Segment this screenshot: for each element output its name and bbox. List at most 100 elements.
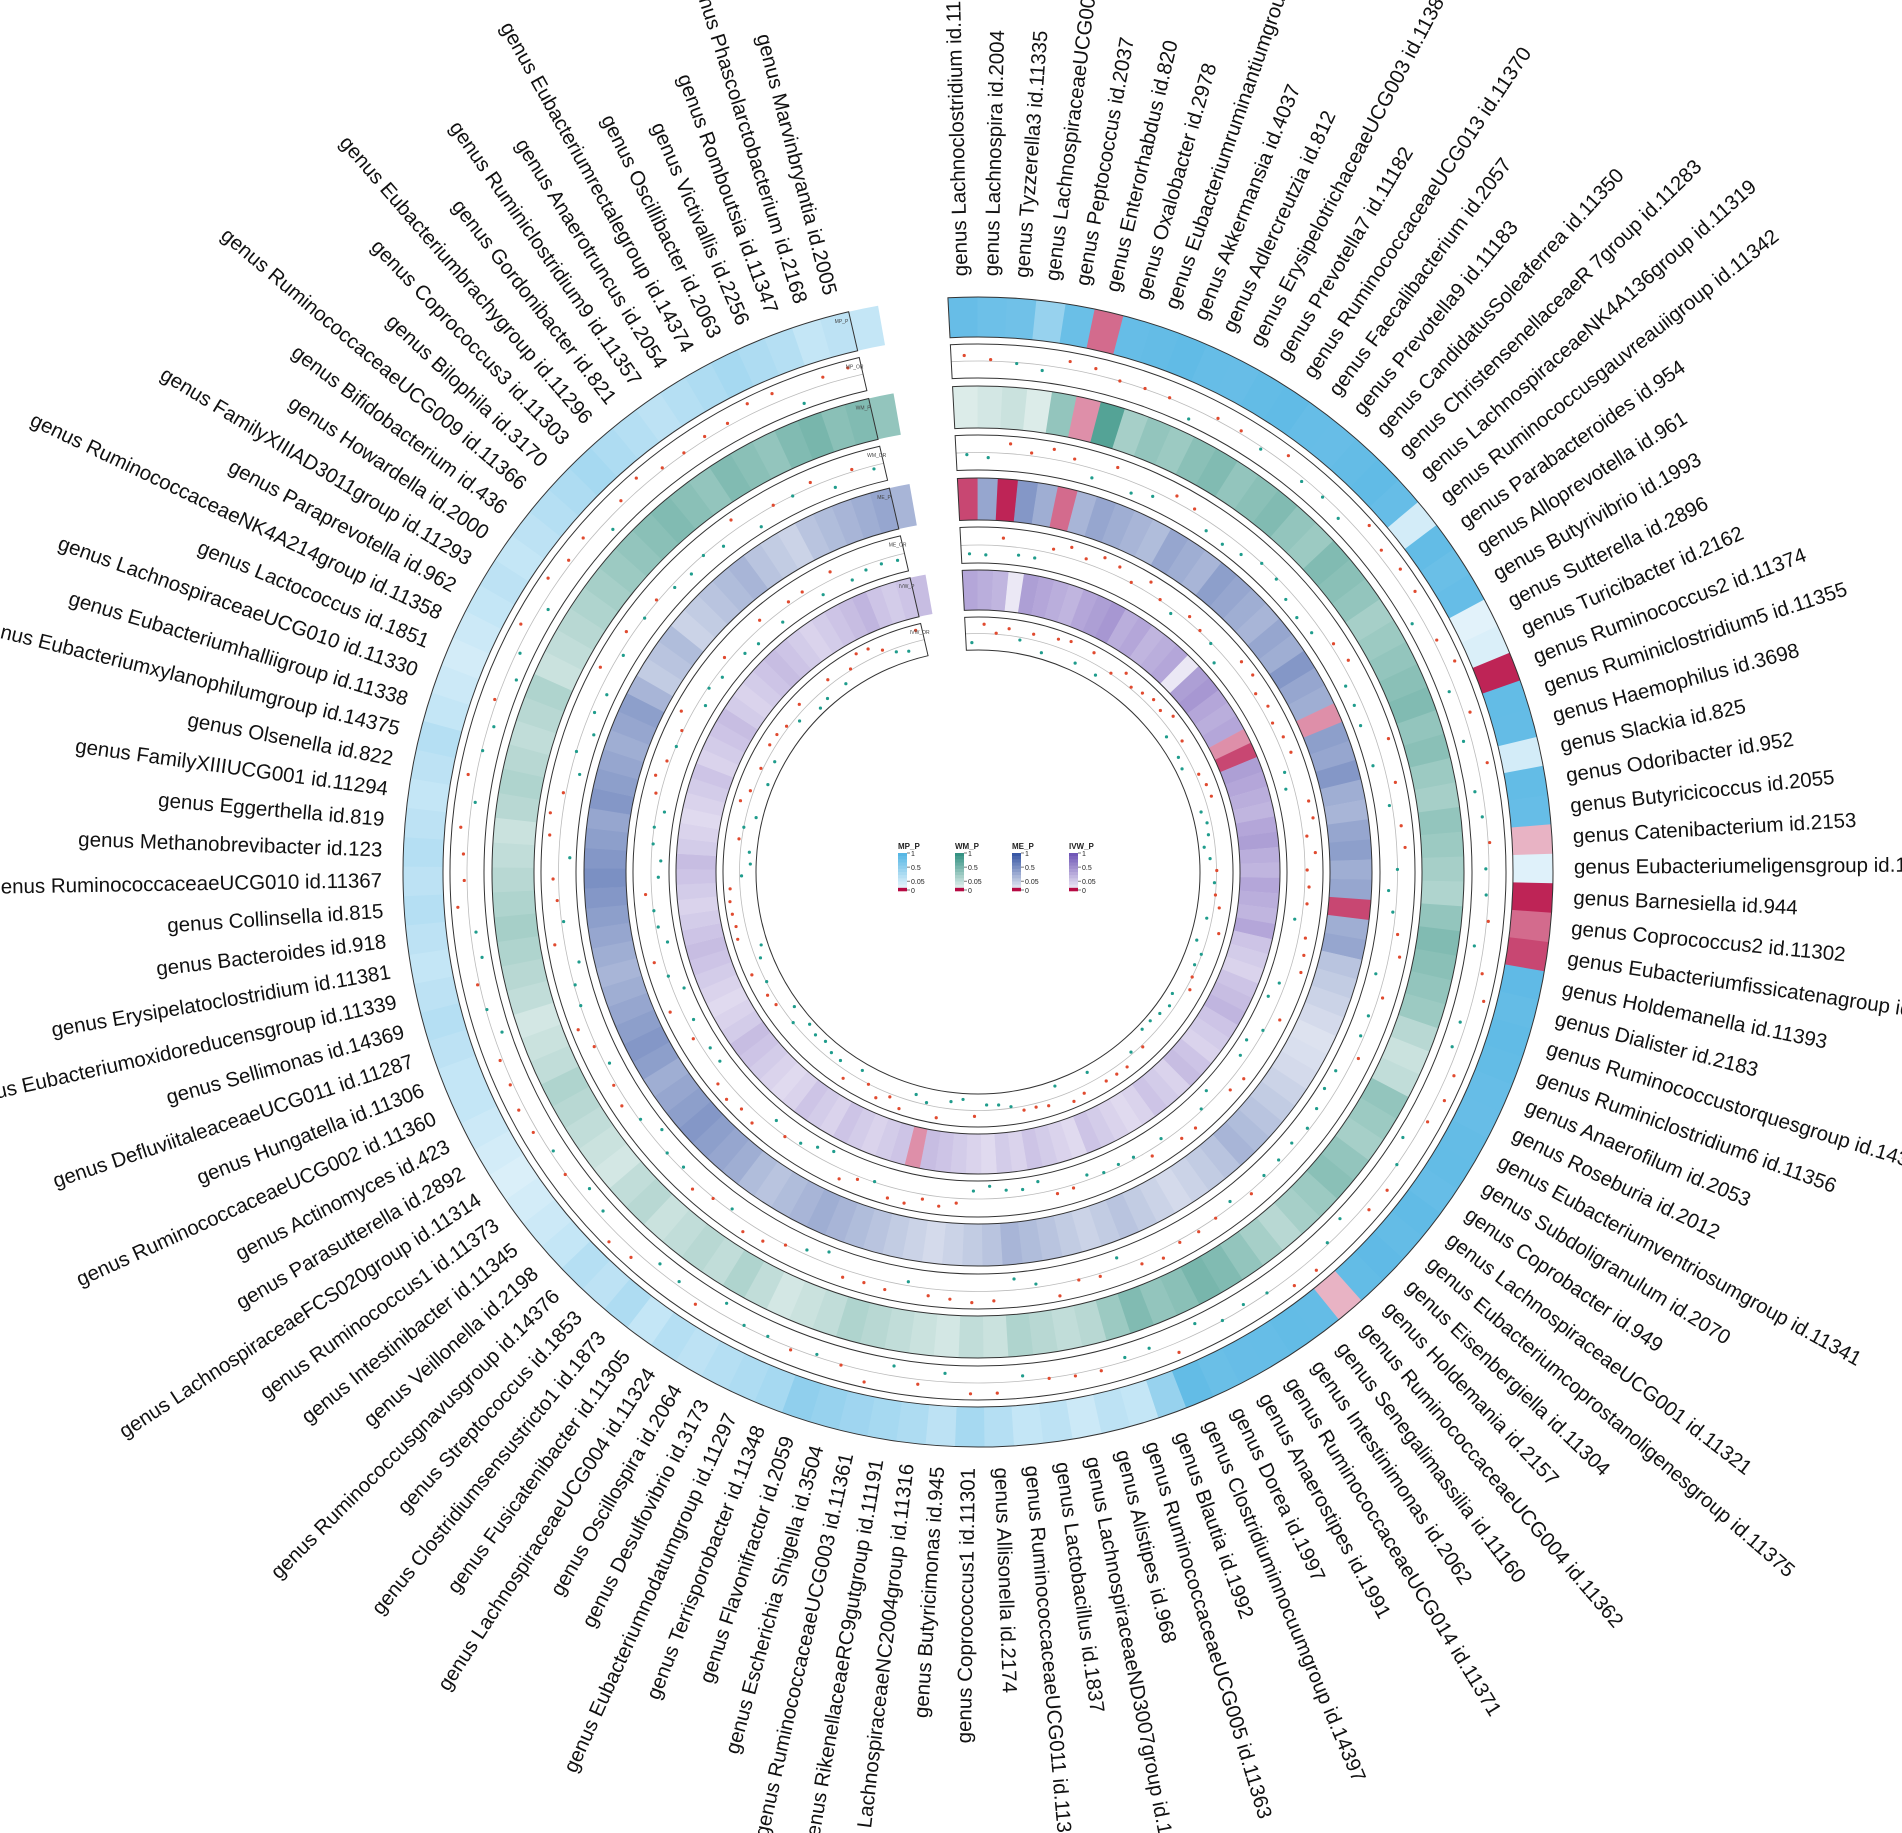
or-point: [914, 1092, 918, 1097]
or-point: [759, 766, 763, 770]
legend-swatch: [955, 868, 964, 873]
legend-swatch: [898, 859, 907, 863]
heat-cell: [965, 1133, 982, 1175]
or-point: [1283, 770, 1287, 774]
or-point: [638, 1117, 643, 1121]
or-point: [651, 842, 655, 846]
or-point: [1216, 416, 1220, 420]
genus-label: genus Collinsella id.815: [166, 900, 384, 938]
or-point: [693, 1302, 697, 1306]
or-point: [1115, 1072, 1119, 1076]
or-point: [892, 1364, 896, 1368]
heat-cell: [1237, 831, 1279, 851]
track-outline: [449, 343, 1507, 1401]
heat-cell: [1357, 619, 1407, 662]
or-point: [1199, 1107, 1203, 1111]
or-point: [728, 887, 732, 891]
heat-cell: [1281, 1035, 1328, 1073]
or-point: [1197, 772, 1201, 776]
or-point: [1159, 1137, 1163, 1141]
legend-swatch: [898, 878, 907, 882]
heat-cell: [1230, 930, 1273, 955]
or-point: [690, 1187, 695, 1191]
heat-cell: [1415, 926, 1461, 957]
or-point: [1150, 1154, 1154, 1158]
heat-cell: [548, 467, 598, 517]
legend-swatch: [1069, 887, 1078, 892]
legend-tick-label: 0.5: [968, 865, 978, 872]
genus-label: genus Butyricimonas id.945: [910, 1466, 949, 1719]
heat-cell: [999, 1221, 1023, 1266]
heat-cell: [597, 748, 644, 780]
heat-cell: [1073, 1300, 1107, 1347]
or-point: [1129, 685, 1133, 689]
or-point: [555, 898, 559, 903]
heat-cell: [521, 1023, 570, 1062]
or-point: [459, 825, 463, 829]
or-point: [774, 1003, 778, 1007]
heat-cell: [1035, 1215, 1063, 1261]
legend-swatch: [1012, 878, 1021, 882]
heat-cell: [1233, 917, 1276, 940]
heat-cell: [632, 1041, 679, 1080]
or-point: [971, 1189, 976, 1193]
or-point: [730, 912, 734, 916]
heat-cell: [1420, 831, 1464, 859]
legend-swatch: [1012, 872, 1021, 876]
or-point: [1241, 1302, 1245, 1307]
or-point: [1152, 698, 1156, 702]
or-point: [866, 1082, 871, 1086]
heat-cell: [593, 1143, 642, 1189]
heat-cell: [1323, 799, 1369, 826]
or-point: [1009, 1105, 1013, 1109]
heat-cell: [666, 1087, 711, 1129]
heat-cell: [866, 1396, 902, 1442]
heat-cell: [722, 1249, 765, 1299]
or-point: [1168, 396, 1172, 400]
or-point: [1205, 821, 1209, 825]
track-me-p: ME_P: [583, 477, 1373, 1267]
or-point: [1486, 919, 1490, 923]
or-point: [607, 1240, 611, 1244]
heat-cell: [934, 1131, 955, 1173]
or-point: [1290, 1141, 1294, 1145]
or-point: [1085, 1173, 1089, 1177]
heat-cell: [737, 338, 780, 387]
heat-cell: [952, 386, 978, 429]
heat-cell: [669, 481, 715, 530]
or-point: [775, 732, 779, 737]
heat-cell: [1286, 402, 1334, 452]
legend-swatch: [898, 887, 907, 892]
heat-cell: [1396, 710, 1445, 747]
or-point: [1007, 627, 1011, 631]
or-point: [728, 900, 732, 904]
heat-cell: [511, 511, 562, 559]
heat-cell: [697, 580, 741, 625]
heat-cell: [1198, 1134, 1241, 1179]
heat-cell: [764, 327, 806, 376]
heat-cell: [1045, 391, 1078, 438]
or-point: [1143, 386, 1147, 391]
or-point: [1103, 556, 1107, 560]
or-point: [1461, 739, 1466, 743]
or-point: [1336, 516, 1340, 520]
or-point: [961, 1097, 965, 1102]
heat-cell: [1220, 756, 1263, 785]
legend-swatch: [898, 868, 907, 873]
or-point: [988, 1184, 992, 1188]
heat-cell: [793, 1079, 830, 1121]
legend-swatch: [1012, 875, 1021, 879]
heat-cell: [586, 807, 631, 833]
heat-cell: [770, 1171, 809, 1218]
heat-cell: [607, 992, 654, 1026]
heat-cell: [1345, 598, 1394, 643]
legend-swatch: [1069, 859, 1078, 863]
heat-cell: [710, 349, 755, 399]
or-point: [660, 466, 664, 470]
heat-cell: [1219, 1231, 1264, 1280]
heat-cell: [1387, 501, 1437, 550]
legend-tick-label: 0: [1082, 888, 1086, 895]
heat-cell: [729, 1021, 771, 1057]
heat-cell: [1235, 603, 1280, 646]
heat-cell: [578, 1124, 627, 1170]
